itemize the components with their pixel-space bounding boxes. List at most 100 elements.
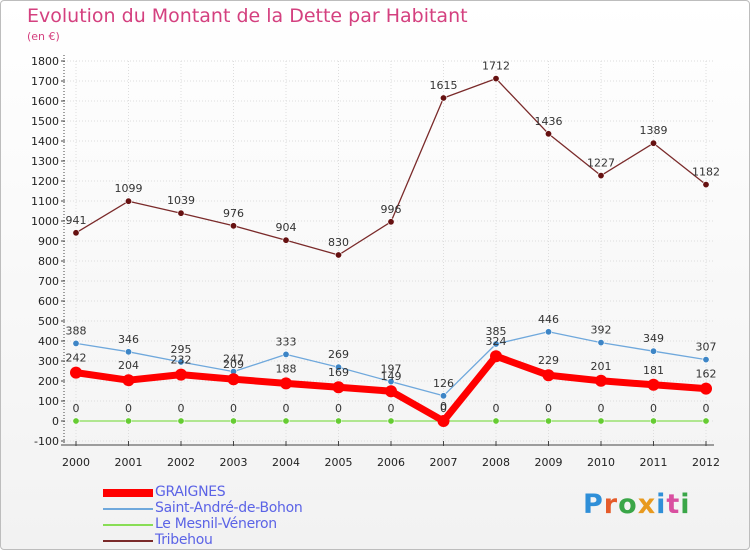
data-label: 0 [650,402,657,415]
y-tick-label: 1400 [31,135,59,148]
data-label: 247 [223,353,244,366]
data-label: 1099 [115,182,143,195]
data-label: 209 [223,358,244,371]
x-tick-label: 2000 [62,456,90,469]
data-label: 976 [223,207,244,220]
legend-swatch [103,524,153,526]
series-point [334,251,342,259]
data-label: 996 [381,203,402,216]
data-label: 1615 [430,79,458,92]
series-point [702,356,710,364]
y-tick-label: 1000 [31,215,59,228]
data-label: 904 [276,221,297,234]
data-label: 197 [381,363,402,376]
series-point [437,415,450,427]
data-label: 188 [276,362,297,375]
legend-swatch [103,489,153,497]
x-tick-label: 2002 [167,456,195,469]
chart-unit: (en €) [27,30,60,43]
x-tick-label: 2009 [535,456,563,469]
y-tick-label: 1100 [31,195,59,208]
x-tick-label: 2003 [220,456,248,469]
legend-label: Le Mesnil-Véneron [155,516,277,532]
x-tick-label: 2010 [587,456,615,469]
data-label: 446 [538,313,559,326]
data-label: 392 [591,324,612,337]
data-label: 0 [440,400,447,413]
y-tick-label: 200 [38,375,59,388]
x-tick-label: 2005 [325,456,353,469]
series-point [227,373,240,386]
data-label: 0 [335,402,342,415]
data-label: 149 [381,370,402,383]
data-label: 0 [230,402,237,415]
series-point [125,197,133,205]
data-label: 169 [328,366,349,379]
x-tick-label: 2004 [272,456,300,469]
data-label: 1712 [482,60,510,73]
series-point [647,378,660,391]
data-label: 385 [486,325,507,338]
x-tick-label: 2012 [692,456,720,469]
series-point [175,368,187,381]
y-tick-label: 400 [38,335,59,348]
y-tick-label: 1500 [31,115,59,128]
series-point [282,350,290,358]
data-label: 295 [171,343,192,356]
series-point [282,417,290,425]
y-tick-label: 900 [38,235,59,248]
y-tick-label: 700 [38,275,59,288]
series-point [439,94,447,102]
x-tick-label: 2006 [377,456,405,469]
legend-label: GRAIGNES [155,484,226,500]
series-point [649,347,657,355]
y-tick-label: 100 [38,395,59,408]
series-point [334,363,342,371]
data-label: 1389 [640,124,668,137]
series-point [387,378,395,386]
legend-label: Saint-André-de-Bohon [155,500,303,516]
data-label: 333 [276,335,297,348]
chart-title: Evolution du Montant de la Dette par Hab… [27,5,468,27]
series-point [280,377,292,390]
data-label: 269 [328,348,349,361]
series-point [334,417,342,425]
x-tick-label: 2008 [482,456,510,469]
series-point [702,181,710,189]
series-point [595,374,607,387]
series-point [544,328,552,336]
proxiti-logo: Proxiti [583,489,691,520]
data-label: 126 [433,377,454,390]
series-point [282,236,290,244]
series-point [492,75,500,83]
series-point [702,417,710,425]
data-label: 229 [538,354,559,367]
y-tick-label: 500 [38,315,59,328]
data-label: 0 [493,402,500,415]
data-label: 1227 [587,157,615,170]
series-point [230,417,238,425]
y-tick-label: -100 [34,435,59,448]
y-tick-label: 300 [38,355,59,368]
data-label: 1039 [167,194,195,207]
series-point [230,222,238,230]
data-label: 388 [66,324,87,337]
series-point [387,417,395,425]
x-tick-label: 2011 [640,456,668,469]
data-label: 0 [440,402,447,415]
series-point [72,339,80,347]
series-lines [70,75,712,427]
series-point [439,392,447,400]
series-point [544,417,552,425]
series-point [597,339,605,347]
series-point [122,374,135,387]
axes [61,55,714,446]
data-label: 201 [591,360,612,373]
data-label: 346 [118,333,139,346]
data-label: 1182 [692,166,720,179]
x-tick-label: 2001 [115,456,143,469]
series-point [597,172,605,180]
legend-label: Tribehou [155,532,213,548]
